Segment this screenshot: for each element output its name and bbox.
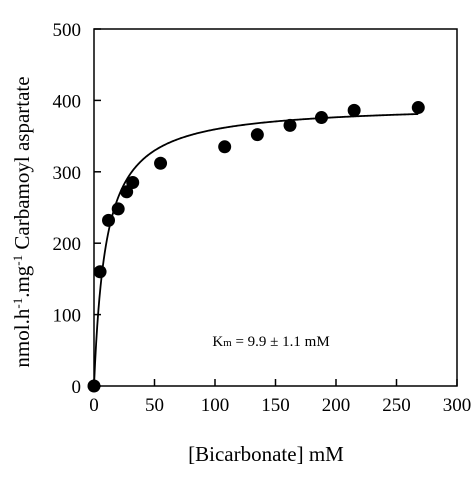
data-point (87, 379, 101, 393)
y-axis-title-part: nmol.h (10, 308, 34, 367)
y-tick-label: 300 (53, 163, 82, 184)
y-axis-title-part: Carbamoyl aspartate (10, 76, 34, 254)
data-point (102, 213, 116, 227)
data-point (93, 265, 107, 279)
data-point (314, 111, 328, 125)
x-tick-label: 100 (201, 395, 230, 416)
y-tick-label: 400 (53, 91, 82, 112)
data-points (87, 101, 425, 393)
y-axis-title-part: .mg (10, 265, 34, 298)
data-point (120, 185, 134, 199)
y-tick-labels: 0 100 200 300 400 500 (53, 20, 82, 398)
data-point (111, 202, 125, 216)
km-annotation: Km = 9.9 ± 1.1 mM (212, 334, 329, 350)
y-tick-label: 500 (53, 20, 82, 41)
data-point (283, 118, 297, 132)
data-point (411, 101, 425, 115)
data-point (250, 128, 264, 142)
data-point (154, 156, 168, 170)
data-point (347, 103, 361, 117)
y-axis-title: nmol.h-1.mg-1 Carbamoyl aspartate (10, 76, 34, 367)
x-tick-label: 0 (89, 395, 99, 416)
data-point (126, 176, 140, 190)
y-axis-title-part: -1 (10, 298, 25, 309)
fit-curve (93, 113, 419, 387)
y-tick-label: 100 (53, 306, 82, 327)
x-axis-title: [Bicarbonate] mM (188, 442, 344, 466)
x-tick-label: 300 (443, 395, 472, 416)
data-point (218, 140, 232, 154)
y-tick-label: 0 (72, 377, 82, 398)
x-tick-label: 150 (261, 395, 290, 416)
x-tick-label: 250 (382, 395, 411, 416)
y-axis-title-part: -1 (10, 255, 25, 266)
x-tick-labels: 0 50 100 150 200 250 300 (89, 395, 471, 416)
y-tick-label: 200 (53, 234, 82, 255)
x-tick-label: 200 (322, 395, 351, 416)
axis-ticks (93, 28, 458, 387)
plot-frame (93, 28, 458, 387)
x-tick-label: 50 (145, 395, 164, 416)
